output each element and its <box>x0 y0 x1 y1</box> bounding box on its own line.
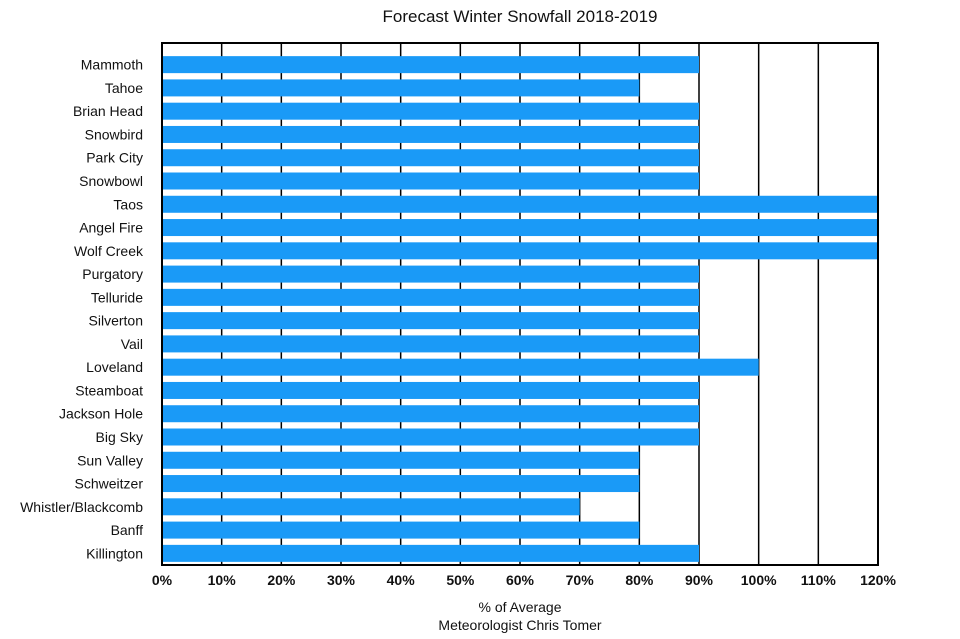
bar <box>162 172 699 190</box>
x-tick-label: 60% <box>506 572 535 588</box>
bar <box>162 381 699 399</box>
x-tick-label: 50% <box>446 572 475 588</box>
bar <box>162 102 699 120</box>
bar <box>162 335 699 353</box>
category-label: Loveland <box>86 359 143 375</box>
category-label: Schweitzer <box>75 476 144 492</box>
bar <box>162 475 640 493</box>
category-label: Killington <box>86 545 143 561</box>
x-tick-label: 120% <box>860 572 896 588</box>
bar <box>162 288 699 306</box>
x-tick-label: 110% <box>801 572 837 588</box>
bar <box>162 358 759 376</box>
category-label: Sun Valley <box>77 452 143 468</box>
bar <box>162 521 640 539</box>
category-label: Tahoe <box>105 80 143 96</box>
bar <box>162 219 878 237</box>
category-label: Park City <box>86 150 143 166</box>
bar <box>162 79 640 97</box>
category-label: Whistler/Blackcomb <box>20 499 143 515</box>
bar <box>162 125 699 143</box>
bar <box>162 498 580 516</box>
category-label: Snowbowl <box>79 173 143 189</box>
x-tick-label: 70% <box>566 572 595 588</box>
bar <box>162 405 699 423</box>
category-label: Purgatory <box>82 266 143 282</box>
bar <box>162 451 640 469</box>
category-label: Brian Head <box>73 103 143 119</box>
category-label: Jackson Hole <box>59 406 143 422</box>
x-tick-labels: 0% 10% 20% 30% 40% 50% 60% 70% 80% 90% 100% 110% 120… <box>152 572 897 588</box>
category-label: Snowbird <box>85 126 143 142</box>
category-label: Telluride <box>91 289 143 305</box>
bar <box>162 149 699 167</box>
bar <box>162 312 699 330</box>
x-tick-label: 20% <box>267 572 296 588</box>
bar <box>162 56 699 74</box>
bar <box>162 242 878 260</box>
category-label: Steamboat <box>75 382 143 398</box>
x-tick-label: 30% <box>327 572 356 588</box>
x-tick-label: 10% <box>208 572 237 588</box>
bar <box>162 544 699 562</box>
x-tick-label: 90% <box>685 572 714 588</box>
category-label: Vail <box>121 336 143 352</box>
bar <box>162 428 699 446</box>
chart-subtitle: Meteorologist Chris Tomer <box>438 617 601 633</box>
bar <box>162 195 878 213</box>
bars <box>162 56 878 562</box>
category-label: Mammoth <box>81 57 143 73</box>
chart-title: Forecast Winter Snowfall 2018-2019 <box>383 7 658 26</box>
category-label: Taos <box>113 196 143 212</box>
x-axis-label: % of Average <box>478 599 561 615</box>
x-tick-label: 0% <box>152 572 173 588</box>
category-label: Banff <box>111 522 144 538</box>
bar <box>162 265 699 283</box>
category-labels: Mammoth Tahoe Brian Head Snowbird Park City S… <box>20 57 144 562</box>
x-tick-label: 40% <box>387 572 416 588</box>
x-tick-label: 100% <box>741 572 777 588</box>
plot-frame <box>161 42 879 566</box>
category-label: Silverton <box>89 313 143 329</box>
x-tick-label: 80% <box>625 572 654 588</box>
category-label: Angel Fire <box>79 220 143 236</box>
category-label: Big Sky <box>96 429 143 445</box>
category-label: Wolf Creek <box>74 243 144 259</box>
